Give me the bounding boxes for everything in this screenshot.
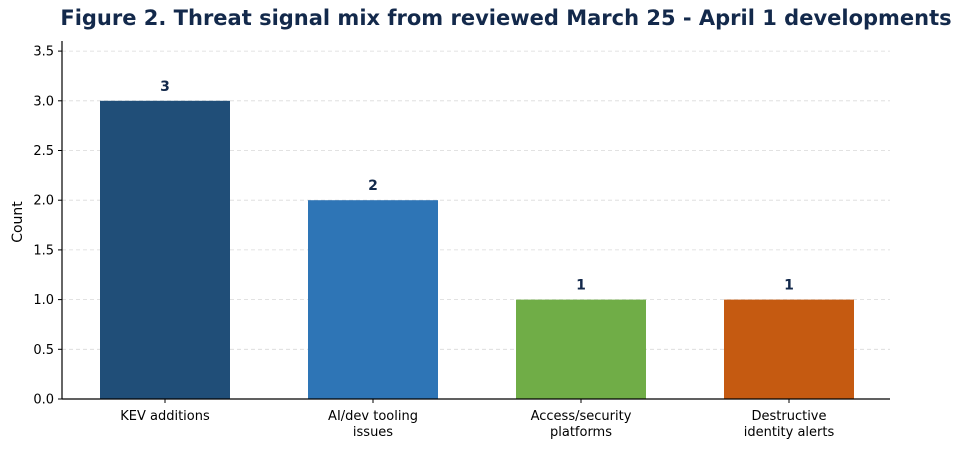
y-tick-label: 3.5 [33, 45, 54, 60]
bar [308, 200, 438, 399]
value-label: 2 [368, 178, 378, 194]
x-tick-label: Destructive identity alerts [744, 409, 835, 440]
x-ticks: KEV additions AI/dev tooling issues Access/… [120, 399, 834, 440]
y-tick-label: 1.5 [33, 243, 54, 258]
bars [100, 100, 854, 400]
y-ticks: 0.0 0.5 1.0 1.5 2.0 2.5 3.0 3.5 [33, 45, 62, 408]
value-label: 1 [576, 278, 586, 294]
bar [516, 299, 646, 399]
x-tick-label: KEV additions [120, 409, 210, 424]
bar [724, 299, 854, 399]
value-label: 3 [160, 79, 170, 95]
y-tick-label: 2.0 [33, 194, 54, 209]
x-tick-label: AI/dev tooling issues [328, 409, 418, 440]
value-labels: 3 2 1 1 [160, 79, 794, 294]
chart-title: Figure 2. Threat signal mix from reviewe… [60, 6, 952, 30]
y-tick-label: 0.0 [33, 393, 54, 408]
value-label: 1 [784, 278, 794, 294]
x-tick-label: Access/security platforms [531, 409, 632, 440]
y-tick-label: 3.0 [33, 94, 54, 109]
y-tick-label: 1.0 [33, 293, 54, 308]
bar [100, 100, 230, 400]
y-axis-label: Count [10, 201, 26, 243]
y-tick-label: 2.5 [33, 144, 54, 159]
y-tick-label: 0.5 [33, 343, 54, 358]
